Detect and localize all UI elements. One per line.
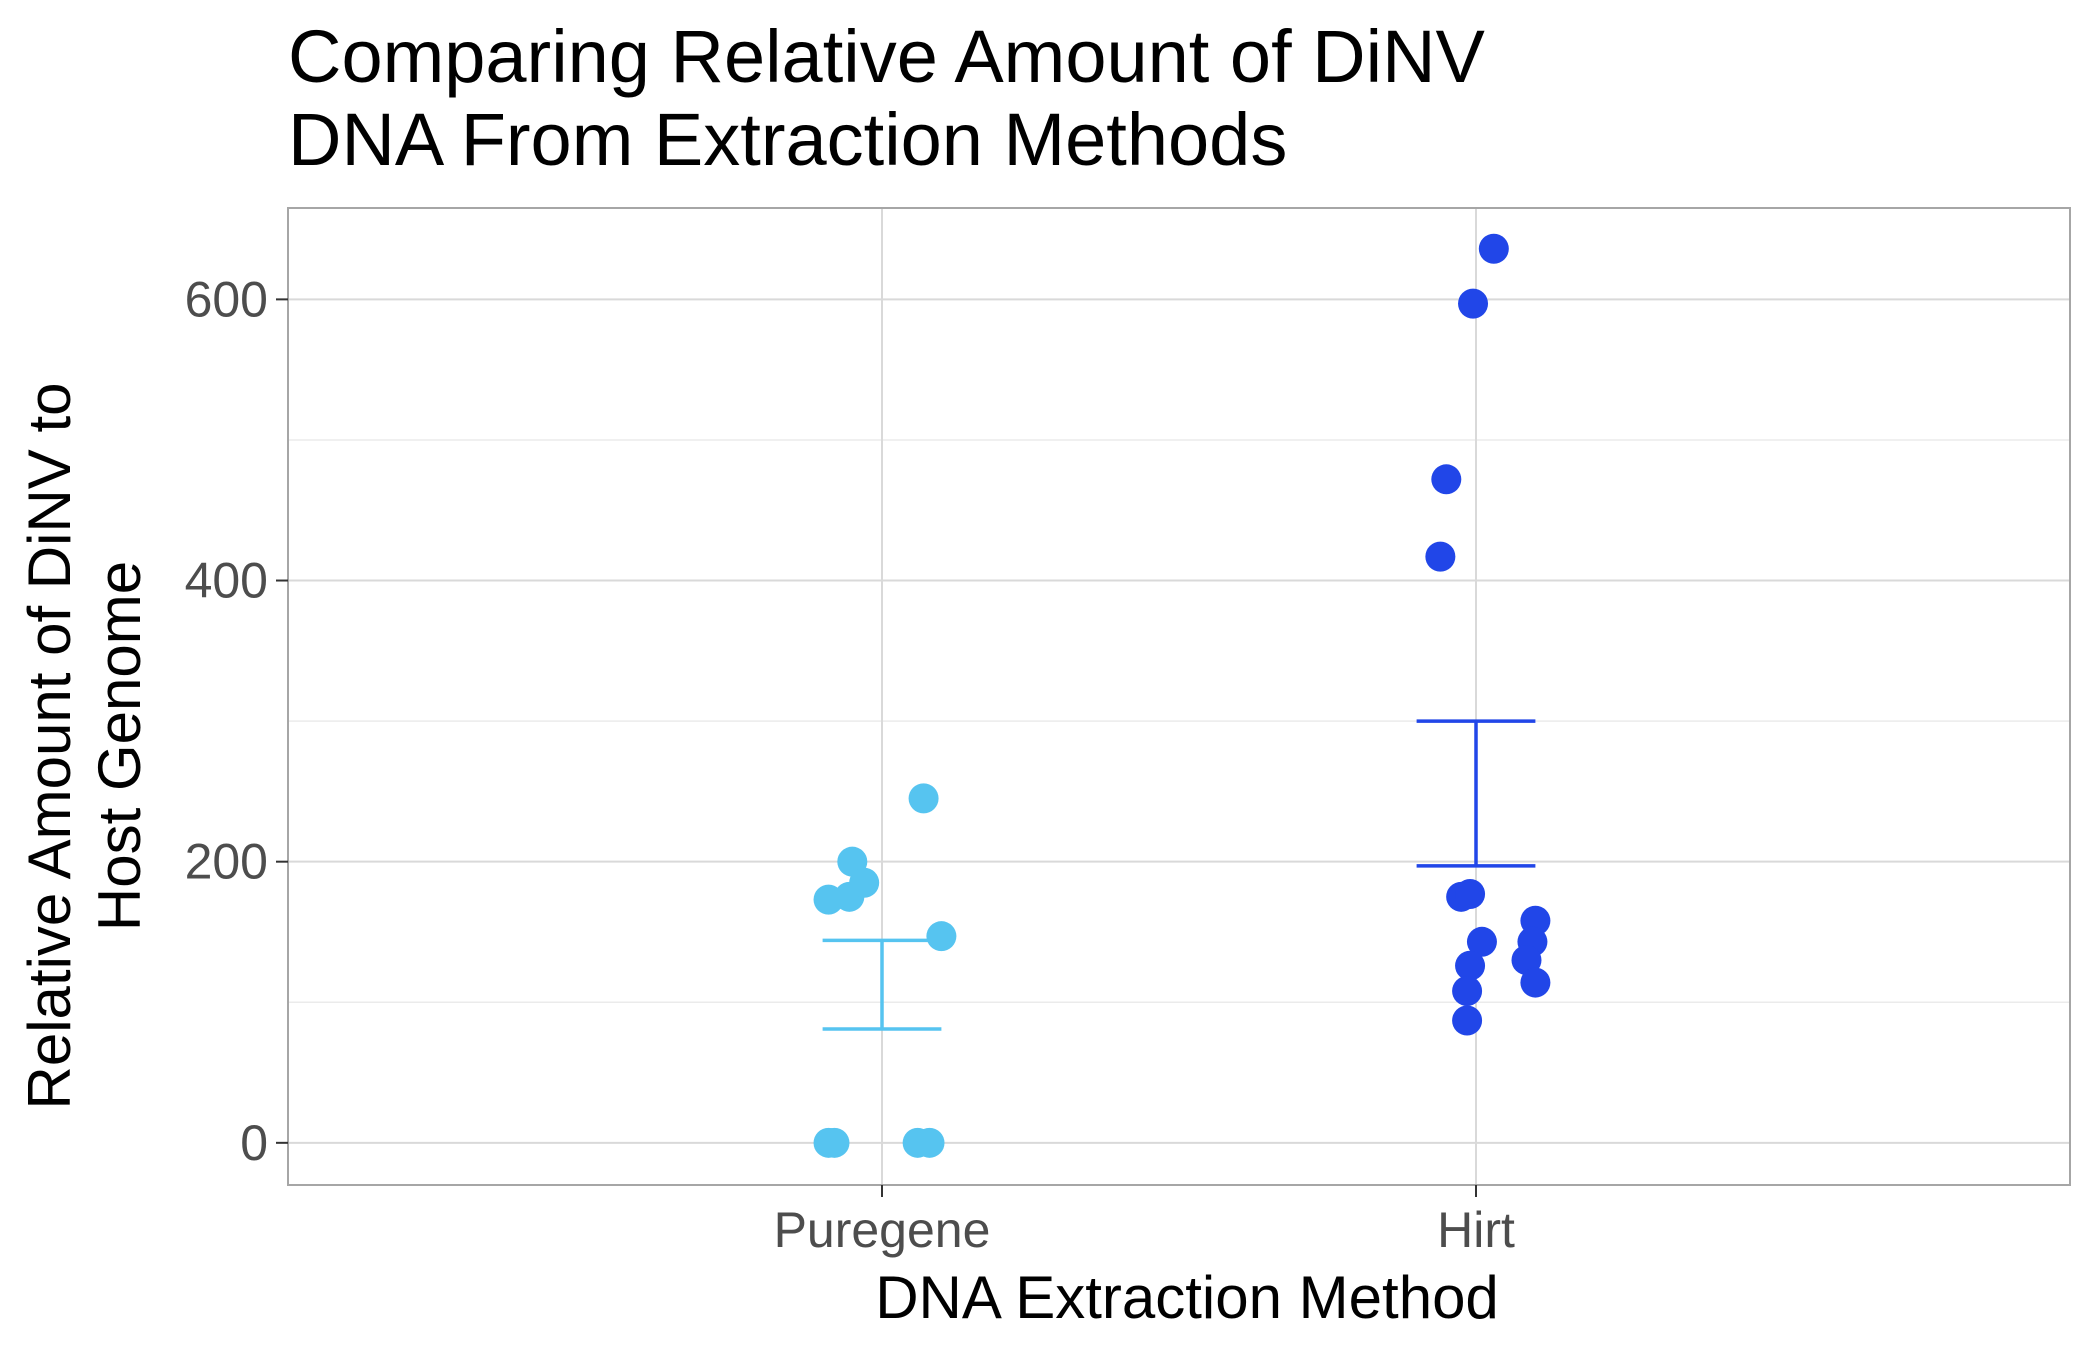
error-bars xyxy=(822,719,1536,1031)
data-point xyxy=(914,1127,945,1158)
chart-title-line-2: DNA From Extraction Methods xyxy=(288,98,1287,181)
data-point xyxy=(1452,1005,1483,1036)
x-axis-ticks: Puregene Hirt xyxy=(774,1185,1515,1258)
y-tick-label: 200 xyxy=(185,834,268,890)
data-point xyxy=(1455,950,1486,981)
x-tick-label: Puregene xyxy=(774,1202,991,1258)
data-point xyxy=(1425,541,1456,572)
plot-panel-border xyxy=(287,207,2071,1186)
x-axis-label: DNA Extraction Method xyxy=(875,1264,1499,1331)
data-point xyxy=(1466,926,1497,957)
data-point xyxy=(1455,879,1486,910)
y-tick-label: 0 xyxy=(240,1115,268,1171)
data-points xyxy=(813,233,1551,1158)
y-axis-label-line-2: Host Genome xyxy=(86,561,153,931)
data-point xyxy=(926,921,957,952)
data-point xyxy=(1478,233,1509,264)
grid xyxy=(288,208,2070,1185)
data-point xyxy=(819,1127,850,1158)
x-tick-label: Hirt xyxy=(1437,1202,1515,1258)
y-tick-label: 600 xyxy=(185,271,268,327)
chart-title-line-1: Comparing Relative Amount of DiNV xyxy=(288,15,1486,98)
y-tick-label: 400 xyxy=(185,553,268,609)
data-point xyxy=(1458,288,1489,319)
data-point xyxy=(908,783,939,814)
data-point xyxy=(1431,464,1462,495)
y-axis-ticks: 0 200 400 600 xyxy=(185,271,288,1171)
data-point xyxy=(1452,976,1483,1007)
y-axis-label-line-1: Relative Amount of DiNV to xyxy=(16,382,83,1109)
data-point xyxy=(849,867,880,898)
data-point xyxy=(1511,945,1542,976)
data-point xyxy=(1520,967,1551,998)
